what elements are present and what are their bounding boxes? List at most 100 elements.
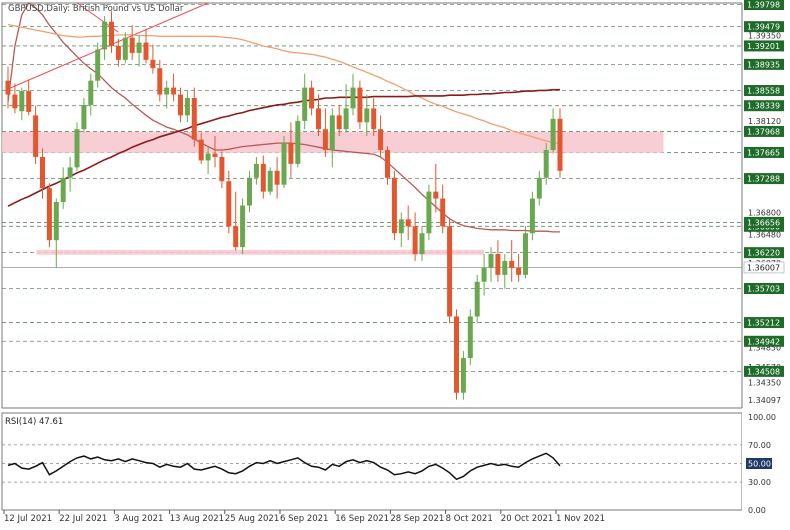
candle-body [405, 219, 411, 227]
current-price-badge [743, 261, 785, 274]
candle [536, 170, 542, 206]
price-level-label: 1.34942 [747, 337, 780, 346]
candle [191, 87, 197, 147]
candle-body [385, 150, 390, 178]
ma-medium [7, 23, 561, 145]
price-level-label: 1.35212 [747, 319, 780, 328]
price-level-badge [744, 247, 784, 259]
candle [322, 108, 328, 157]
candle-body [460, 358, 466, 393]
candle-body [267, 170, 273, 192]
candle-body [88, 80, 94, 105]
candle-body [412, 226, 418, 255]
time-tick-label: 20 Oct 2021 [501, 514, 554, 524]
rsi-tick-label: 50.00 [748, 460, 771, 469]
candle-body [447, 226, 453, 317]
candle-body [150, 59, 156, 69]
candle-body [350, 87, 356, 109]
candle-body [102, 21, 108, 50]
candle [447, 219, 453, 324]
candle [371, 98, 377, 137]
candle [46, 183, 52, 248]
candle-body [226, 181, 232, 227]
candle [454, 309, 459, 400]
candle-body [136, 42, 142, 53]
candle-body [419, 233, 425, 255]
rsi-line [7, 452, 561, 481]
candle [226, 170, 232, 234]
candle [74, 122, 80, 171]
candle-body [95, 49, 101, 81]
candle [336, 104, 342, 137]
candle [378, 115, 384, 157]
candles [5, 11, 563, 400]
candle-body [247, 177, 252, 206]
chart-title: GBPUSD,Daily: British Pound vs US Dollar [8, 4, 184, 14]
price-level-label: 1.39201 [747, 42, 780, 51]
zone-support [36, 249, 485, 255]
price-tick-label: 1.34850 [748, 344, 781, 353]
candle [385, 146, 390, 185]
candle [109, 11, 114, 53]
rsi-tick-label: 70.00 [748, 441, 771, 450]
candle-body [143, 42, 149, 60]
candle-body [357, 87, 363, 123]
candle [557, 108, 563, 178]
candle [329, 108, 335, 168]
candle [122, 32, 128, 64]
candle-body [433, 191, 439, 199]
price-level-label: 1.36220 [747, 249, 780, 258]
candle-body [260, 163, 266, 192]
candle [260, 155, 266, 199]
candle-body [253, 163, 259, 178]
candle [516, 254, 522, 282]
candle-body [5, 80, 11, 95]
candle [171, 73, 177, 102]
candle [529, 191, 535, 241]
candle [12, 83, 18, 114]
candle [433, 163, 439, 213]
candle [302, 73, 308, 130]
candle-body [74, 129, 80, 168]
candle [405, 205, 411, 241]
time-tick-label: 13 Aug 2021 [170, 514, 224, 524]
candle [309, 80, 315, 116]
candle [398, 212, 404, 248]
time-tick-label: 12 Jul 2021 [4, 514, 52, 524]
candle-body [364, 108, 370, 123]
candle-body [40, 156, 45, 189]
candle [364, 94, 370, 137]
candle-body [81, 104, 87, 130]
candle-body [523, 233, 528, 275]
candle [53, 198, 59, 268]
candle [247, 170, 252, 213]
ma-slow [7, 88, 560, 207]
candle [481, 254, 487, 296]
candle [460, 351, 466, 400]
candle-body [33, 115, 39, 157]
candle [281, 136, 287, 189]
candle [26, 79, 32, 116]
price-level-badge [744, 146, 784, 158]
price-level-badge [744, 0, 784, 11]
candle-body [157, 68, 163, 95]
price-level-label: 1.37288 [747, 175, 780, 184]
candle [350, 73, 356, 116]
price-tick-label: 1.36800 [748, 208, 781, 217]
rsi-tick-label: 30.00 [748, 478, 771, 487]
rsi-tick-label: 100.00 [748, 413, 776, 422]
price-pane-frame [1, 2, 743, 409]
rsi-level-badge [746, 458, 772, 469]
candle-body [164, 87, 170, 95]
candle-body [60, 177, 66, 203]
price-level-label: 1.35703 [747, 285, 780, 294]
price-level-label: 1.38558 [747, 87, 780, 96]
price-level-badge [744, 283, 784, 295]
candle [274, 156, 280, 199]
candle-body [543, 150, 549, 178]
price-level-badge [744, 100, 784, 112]
candle-body [378, 129, 384, 151]
candle-body [371, 108, 377, 130]
candle-body [122, 37, 128, 60]
